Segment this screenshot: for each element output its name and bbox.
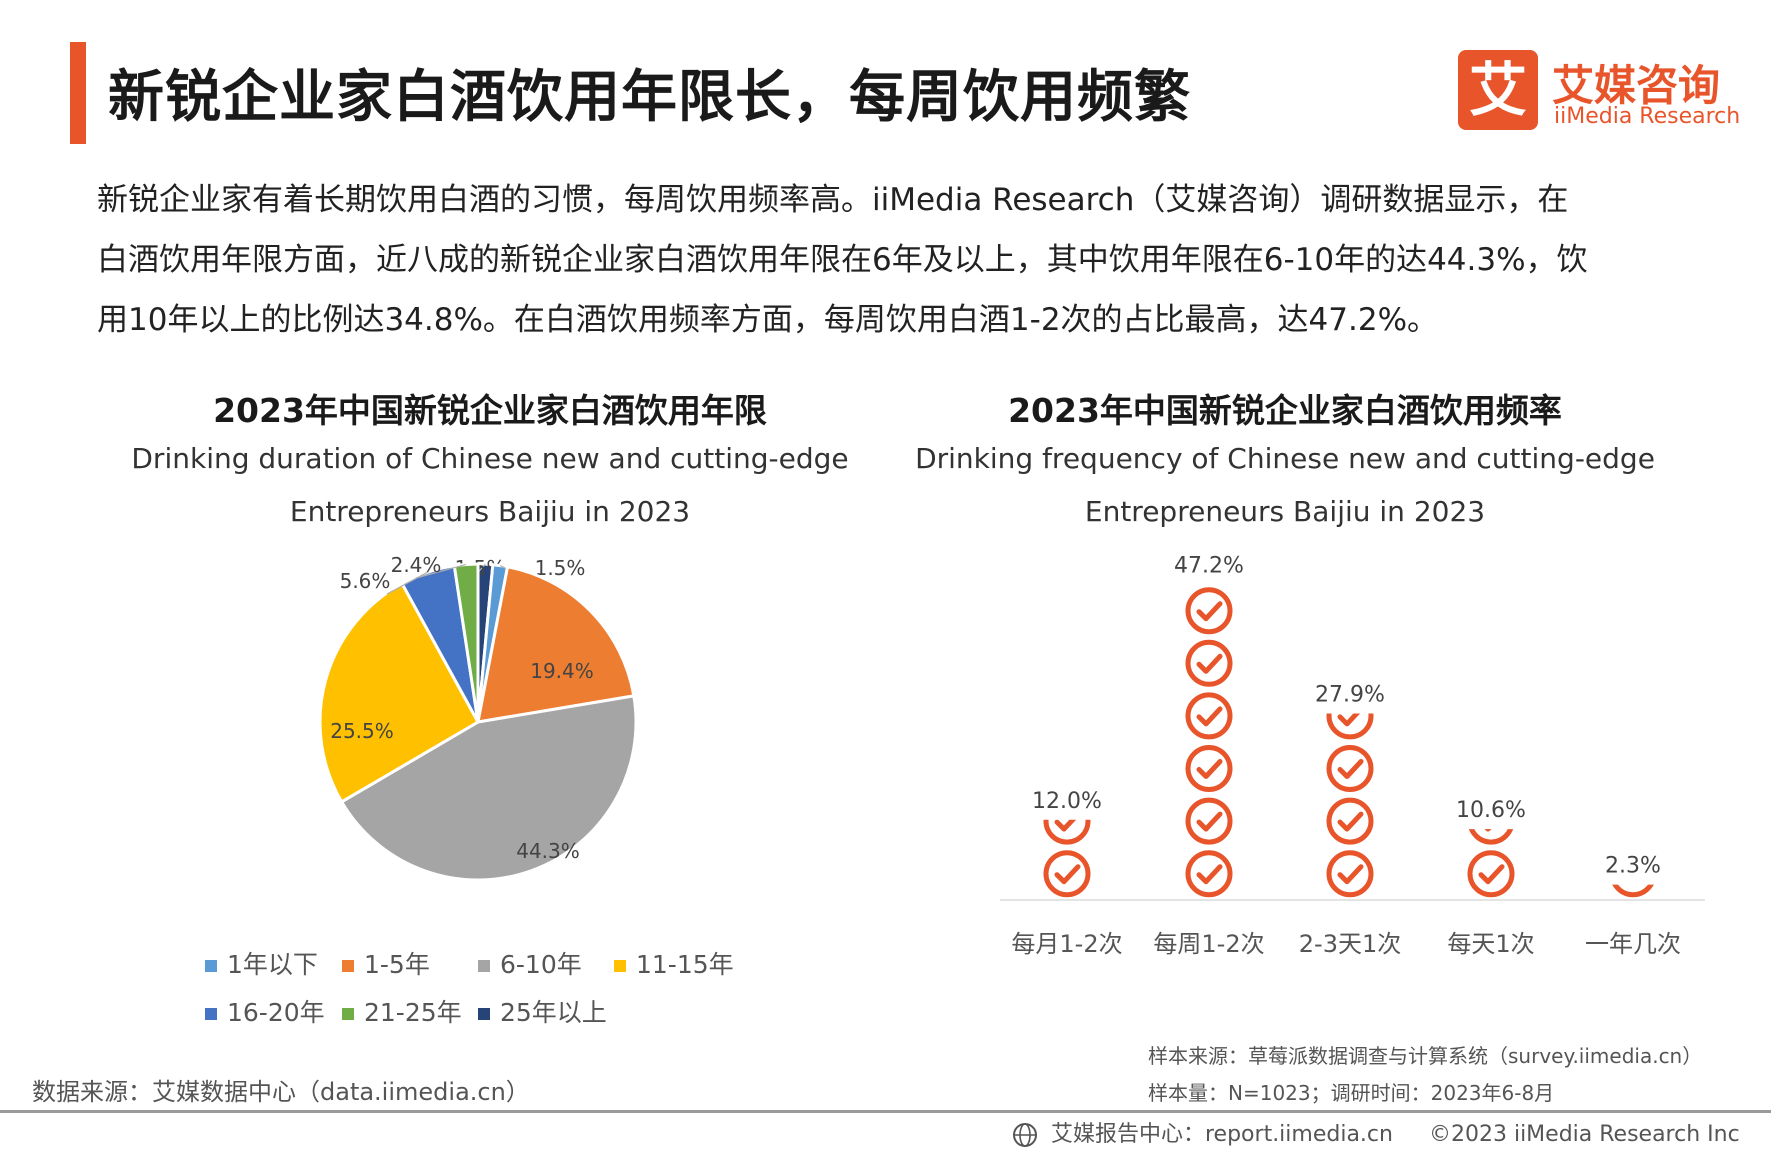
check-circle-icon — [1326, 797, 1374, 845]
legend-swatch — [342, 960, 354, 972]
bar-value-label: 2.3% — [1605, 854, 1661, 879]
bar-value-label: 47.2% — [1174, 553, 1244, 578]
pie-chart: 1.5% 1.5%19.4%44.3%25.5%5.6%2.4% — [318, 553, 638, 882]
legend-label: 21-25年 — [364, 998, 462, 1027]
bar-value-label: 10.6% — [1456, 798, 1526, 823]
legend-label: 6-10年 — [500, 950, 582, 979]
check-circle-icon — [1326, 850, 1374, 898]
category-label: 每天1次 — [1447, 930, 1534, 958]
check-circle-icon — [1043, 819, 1091, 845]
legend-swatch — [342, 1008, 354, 1020]
pie-slice — [318, 581, 481, 804]
legend-label: 11-15年 — [636, 950, 734, 979]
legend-swatch — [614, 960, 626, 972]
check-circle-icon — [1326, 745, 1374, 792]
category-label: 一年几次 — [1585, 930, 1681, 958]
logo-mark: 艾 — [1458, 50, 1538, 130]
frequency-bar — [1467, 829, 1515, 898]
legend-label: 1-5年 — [364, 950, 430, 979]
check-circle-icon — [1185, 850, 1233, 898]
brand-logo: 艾 艾媒咨询 iiMedia Research — [1458, 50, 1740, 130]
legend-item: 1年以下 — [205, 945, 318, 981]
data-source: 数据来源：艾媒数据中心（data.iimedia.cn） — [32, 1078, 530, 1106]
pie-subtitle-line: Entrepreneurs Baijiu in 2023 — [289, 495, 691, 528]
check-circle-icon — [1185, 745, 1233, 792]
legend-item: 21-25年 — [342, 993, 462, 1029]
pie-data-label: 2.4% — [391, 553, 442, 577]
category-label: 每周1-2次 — [1153, 930, 1264, 958]
logo-cn-text: 艾媒咨询 — [1552, 61, 1721, 110]
intro-line: 新锐企业家有着长期饮用白酒的习惯，每周饮用频率高。iiMedia Researc… — [97, 182, 1569, 218]
bar-value-label: 12.0% — [1032, 789, 1102, 814]
pie-data-label: 5.6% — [340, 569, 391, 593]
report-center-link[interactable]: 艾媒报告中心：report.iimedia.cn — [1051, 1122, 1393, 1147]
legend-item: 11-15年 — [614, 945, 734, 981]
legend-swatch — [478, 960, 490, 972]
legend-label: 1年以下 — [227, 950, 318, 979]
pie-data-label: 44.3% — [516, 839, 580, 863]
category-label: 2-3天1次 — [1299, 930, 1401, 958]
legend-item: 6-10年 — [478, 945, 582, 981]
pie-chart-subtitle: Drinking duration of Chinese new and cut… — [100, 432, 880, 538]
pie-slice — [339, 694, 638, 882]
check-circle-icon — [1612, 884, 1654, 898]
frequency-bar — [1043, 819, 1091, 898]
check-circle-icon — [1468, 829, 1514, 845]
legend-item: 1-5年 — [342, 945, 430, 981]
intro-line: 用10年以上的比例达34.8%。在白酒饮用频率方面，每周饮用白酒1-2次的占比最… — [97, 302, 1439, 338]
footer: 艾媒报告中心：report.iimedia.cn ©2023 iiMedia R… — [1012, 1116, 1740, 1148]
pie-data-label: 25.5% — [330, 719, 394, 743]
pie-data-label: 19.4% — [530, 659, 594, 683]
legend-item: 25年以上 — [478, 993, 607, 1029]
intro-paragraph: 新锐企业家有着长期饮用白酒的习惯，每周饮用频率高。iiMedia Researc… — [97, 170, 1697, 350]
legend-item: 16-20年 — [205, 993, 325, 1029]
pie-slice — [476, 565, 636, 724]
check-circle-icon — [1185, 639, 1233, 687]
check-circle-icon — [1467, 850, 1515, 898]
pie-subtitle-line: Drinking duration of Chinese new and cut… — [131, 442, 849, 475]
frequency-subtitle-line: Drinking frequency of Chinese new and cu… — [915, 442, 1655, 475]
pie-leader-line — [415, 563, 467, 579]
check-circle-icon — [1043, 850, 1091, 898]
check-circle-icon — [1185, 692, 1233, 740]
frequency-bar — [1612, 884, 1654, 898]
frequency-subtitle-line: Entrepreneurs Baijiu in 2023 — [1084, 495, 1486, 528]
frequency-bar — [1185, 587, 1233, 898]
legend-swatch — [205, 1008, 217, 1020]
check-circle-icon — [1326, 713, 1374, 740]
copyright: ©2023 iiMedia Research Inc — [1428, 1122, 1740, 1147]
intro-line: 白酒饮用年限方面，近八成的新锐企业家白酒饮用年限在6年及以上，其中饮用年限在6-… — [97, 242, 1588, 278]
page-title: 新锐企业家白酒饮用年限长，每周饮用频繁 — [108, 65, 1191, 130]
sample-source: 样本来源：草莓派数据调查与计算系统（survey.iimedia.cn） — [1148, 1044, 1703, 1068]
title-accent-bar — [70, 42, 86, 144]
check-circle-icon — [1185, 587, 1233, 635]
legend-label: 16-20年 — [227, 998, 325, 1027]
logo-en-text: iiMedia Research — [1554, 104, 1741, 129]
frequency-chart-title: 2023年中国新锐企业家白酒饮用频率 — [1008, 391, 1562, 430]
footer-divider — [0, 1110, 1771, 1113]
sample-size: 样本量：N=1023；调研时间：2023年6-8月 — [1148, 1081, 1555, 1105]
legend-label: 25年以上 — [500, 998, 607, 1027]
frequency-bar — [1326, 713, 1374, 898]
check-circle-icon — [1185, 797, 1233, 845]
pie-chart-title: 2023年中国新锐企业家白酒饮用年限 — [213, 391, 767, 430]
bar-value-label: 27.9% — [1315, 682, 1385, 707]
legend-swatch — [205, 960, 217, 972]
pie-data-label: 1.5% — [535, 556, 586, 580]
legend-swatch — [478, 1008, 490, 1020]
frequency-chart-subtitle: Drinking frequency of Chinese new and cu… — [895, 432, 1675, 538]
frequency-chart: 12.0% 每月1-2次 47.2% 每周1-2次 27.9% 2-3天1次 10.6% 每天… — [1000, 553, 1705, 958]
pie-leader-line — [386, 571, 428, 595]
globe-icon — [1013, 1123, 1037, 1147]
category-label: 每月1-2次 — [1011, 930, 1122, 958]
